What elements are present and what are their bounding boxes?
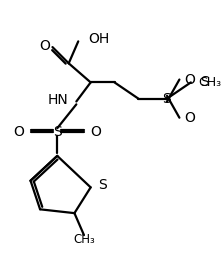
Text: HN: HN [48,92,69,107]
Text: CH₃: CH₃ [73,233,95,246]
Text: O: O [184,73,195,87]
Text: S: S [53,125,62,139]
Text: O: O [14,125,24,139]
Text: O: O [90,125,101,139]
Text: O: O [39,39,50,53]
Text: S: S [163,92,171,106]
Text: CH₃: CH₃ [198,76,222,89]
Text: OH: OH [88,32,109,46]
Text: S: S [200,76,209,89]
Text: O: O [184,111,195,125]
Text: S: S [98,178,107,192]
